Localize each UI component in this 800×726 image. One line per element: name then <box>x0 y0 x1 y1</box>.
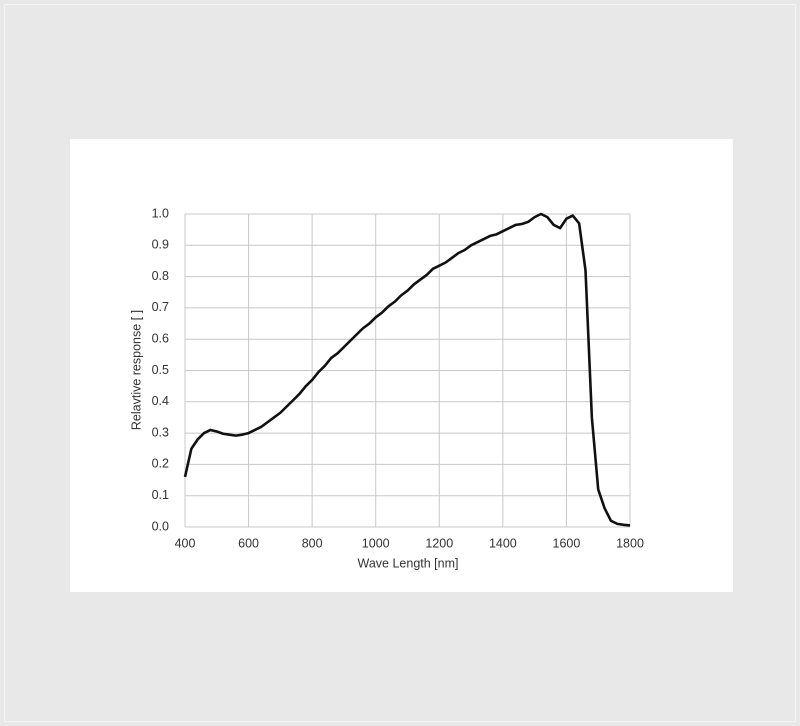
y-tick-label: 0.9 <box>152 238 169 252</box>
y-tick-label: 0.3 <box>152 425 169 439</box>
y-tick-label: 0.4 <box>152 394 169 408</box>
x-tick-label: 800 <box>302 536 323 550</box>
y-tick-label: 0.7 <box>152 300 169 314</box>
x-tick-label: 1800 <box>616 536 644 550</box>
y-tick-label: 0.6 <box>152 331 169 345</box>
x-tick-label: 600 <box>238 536 259 550</box>
y-axis-label: Relavtive response [ ] <box>129 310 143 430</box>
data-line <box>183 212 631 527</box>
y-tick-label: 0.2 <box>152 457 169 471</box>
x-tick-label: 400 <box>175 536 196 550</box>
y-tick-label: 0.1 <box>152 488 169 502</box>
x-axis-label: Wave Length [nm] <box>358 556 459 570</box>
y-tick-label: 0.8 <box>152 269 169 283</box>
frame <box>4 4 796 722</box>
x-tick-label: 1400 <box>489 536 517 550</box>
y-tick-label: 0.0 <box>152 519 169 533</box>
x-tick-label: 1000 <box>362 536 390 550</box>
x-tick-label: 1200 <box>425 536 453 550</box>
x-tick-label: 1600 <box>553 536 581 550</box>
y-tick-label: 1.0 <box>152 206 169 220</box>
y-tick-label: 0.5 <box>152 363 169 377</box>
